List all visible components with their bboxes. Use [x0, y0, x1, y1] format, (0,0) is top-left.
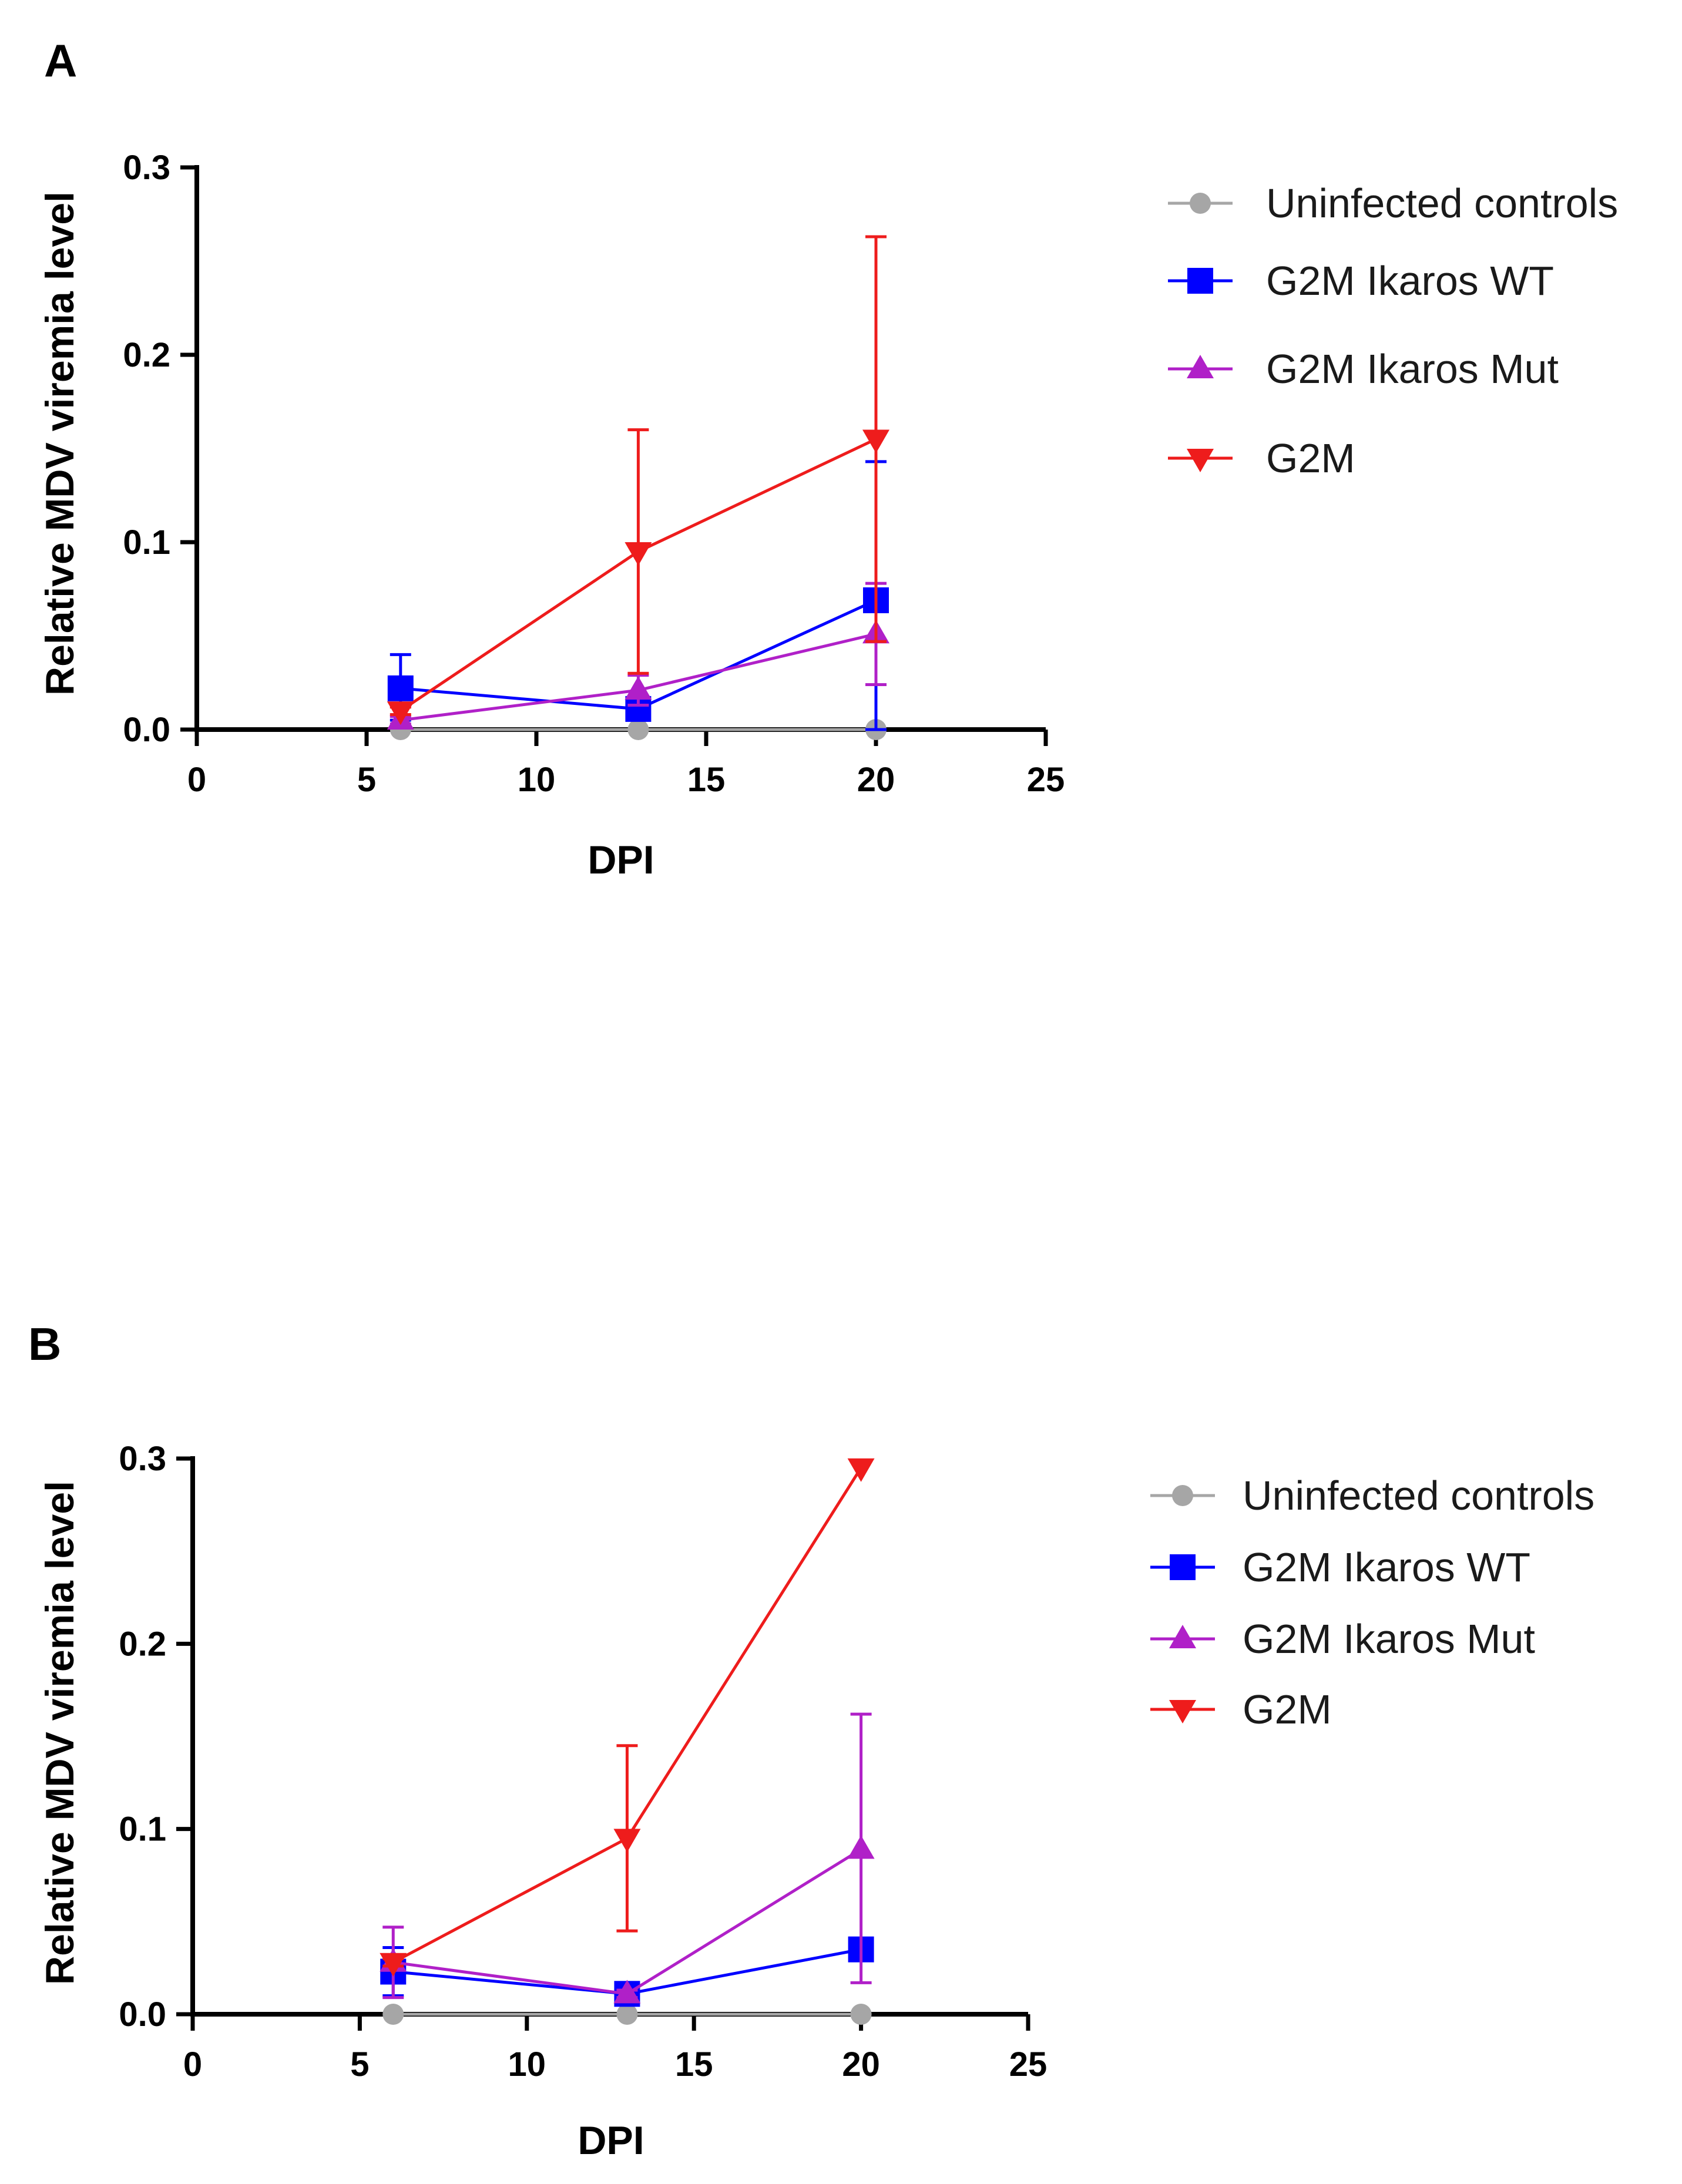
y-tick-label: 0.3 — [123, 149, 170, 187]
panel-label: A — [44, 35, 77, 86]
y-tick-label: 0.2 — [123, 336, 170, 374]
legend: Uninfected controls G2M Ikaros WT G2M Ikar… — [1168, 180, 1618, 481]
panel-a: A 0.0 0.1 0.2 0.3 0 5 10 15 20 25 Relative MDV vir… — [38, 35, 1618, 882]
series-uninfected-controls — [382, 2004, 872, 2025]
legend-marker — [1187, 268, 1213, 294]
legend-label: G2M Ikaros Mut — [1243, 1616, 1535, 1662]
y-tick-label: 0.1 — [123, 523, 170, 562]
legend-marker — [1169, 1625, 1196, 1648]
x-tick-label: 10 — [508, 2045, 546, 2084]
y-tick-label: 0.3 — [119, 1440, 166, 1478]
x-tick-label: 20 — [857, 761, 895, 799]
data-point — [847, 1835, 875, 1859]
data-point — [382, 2004, 404, 2025]
x-axis-title: DPI — [587, 838, 654, 882]
data-point — [847, 1458, 875, 1482]
x-tick-label: 5 — [357, 761, 376, 799]
x-tick-label: 0 — [187, 761, 206, 799]
y-axis-title: Relative MDV viremia level — [38, 191, 82, 695]
y-axis-title: Relative MDV viremia level — [38, 1481, 82, 1985]
data-point — [387, 701, 414, 725]
legend-marker — [1170, 1554, 1196, 1580]
data-point — [625, 676, 652, 700]
data-point — [862, 429, 889, 453]
y-tick-label: 0.1 — [119, 1810, 166, 1849]
y-tick-label: 0.0 — [123, 711, 170, 749]
x-tick-label: 15 — [687, 761, 726, 799]
data-point — [850, 2004, 872, 2025]
legend: Uninfected controls G2M Ikaros WT G2M Ikar… — [1150, 1473, 1594, 1732]
legend-label: Uninfected controls — [1266, 180, 1618, 226]
legend-label: G2M — [1266, 435, 1355, 481]
legend-marker — [1169, 1700, 1196, 1723]
data-point — [380, 1953, 407, 1977]
panel-label: B — [28, 1318, 61, 1370]
series-g2m — [387, 235, 889, 725]
x-tick-label: 25 — [1027, 761, 1065, 799]
legend-label: G2M Ikaros WT — [1243, 1544, 1530, 1590]
x-tick-label: 15 — [675, 2045, 713, 2084]
legend-label: Uninfected controls — [1243, 1473, 1594, 1518]
legend-label: G2M Ikaros WT — [1266, 258, 1554, 304]
x-tick-label: 25 — [1009, 2045, 1048, 2084]
data-point — [616, 2004, 638, 2025]
data-point — [625, 542, 652, 566]
legend-marker — [1190, 193, 1211, 214]
data-point — [627, 719, 649, 740]
x-axis-title: DPI — [578, 2118, 644, 2163]
legend-marker — [1187, 449, 1214, 472]
y-tick-label: 0.0 — [119, 1995, 166, 2034]
data-point — [387, 675, 414, 701]
data-point — [613, 1980, 641, 2004]
y-tick-label: 0.2 — [119, 1625, 166, 1663]
panel-b: B 0.0 0.1 0.2 0.3 0 5 10 15 20 25 Relative MDV vir… — [28, 1318, 1594, 2163]
legend-label: G2M — [1243, 1686, 1332, 1732]
legend-marker — [1187, 355, 1214, 378]
series-g2m — [380, 1458, 875, 1977]
x-tick-label: 10 — [518, 761, 556, 799]
x-tick-label: 0 — [183, 2045, 202, 2084]
x-tick-label: 20 — [842, 2045, 880, 2084]
x-tick-label: 5 — [350, 2045, 369, 2084]
legend-label: G2M Ikaros Mut — [1266, 346, 1559, 392]
legend-marker — [1172, 1485, 1193, 1506]
data-point — [613, 1829, 641, 1853]
series-uninfected-controls — [390, 719, 887, 740]
